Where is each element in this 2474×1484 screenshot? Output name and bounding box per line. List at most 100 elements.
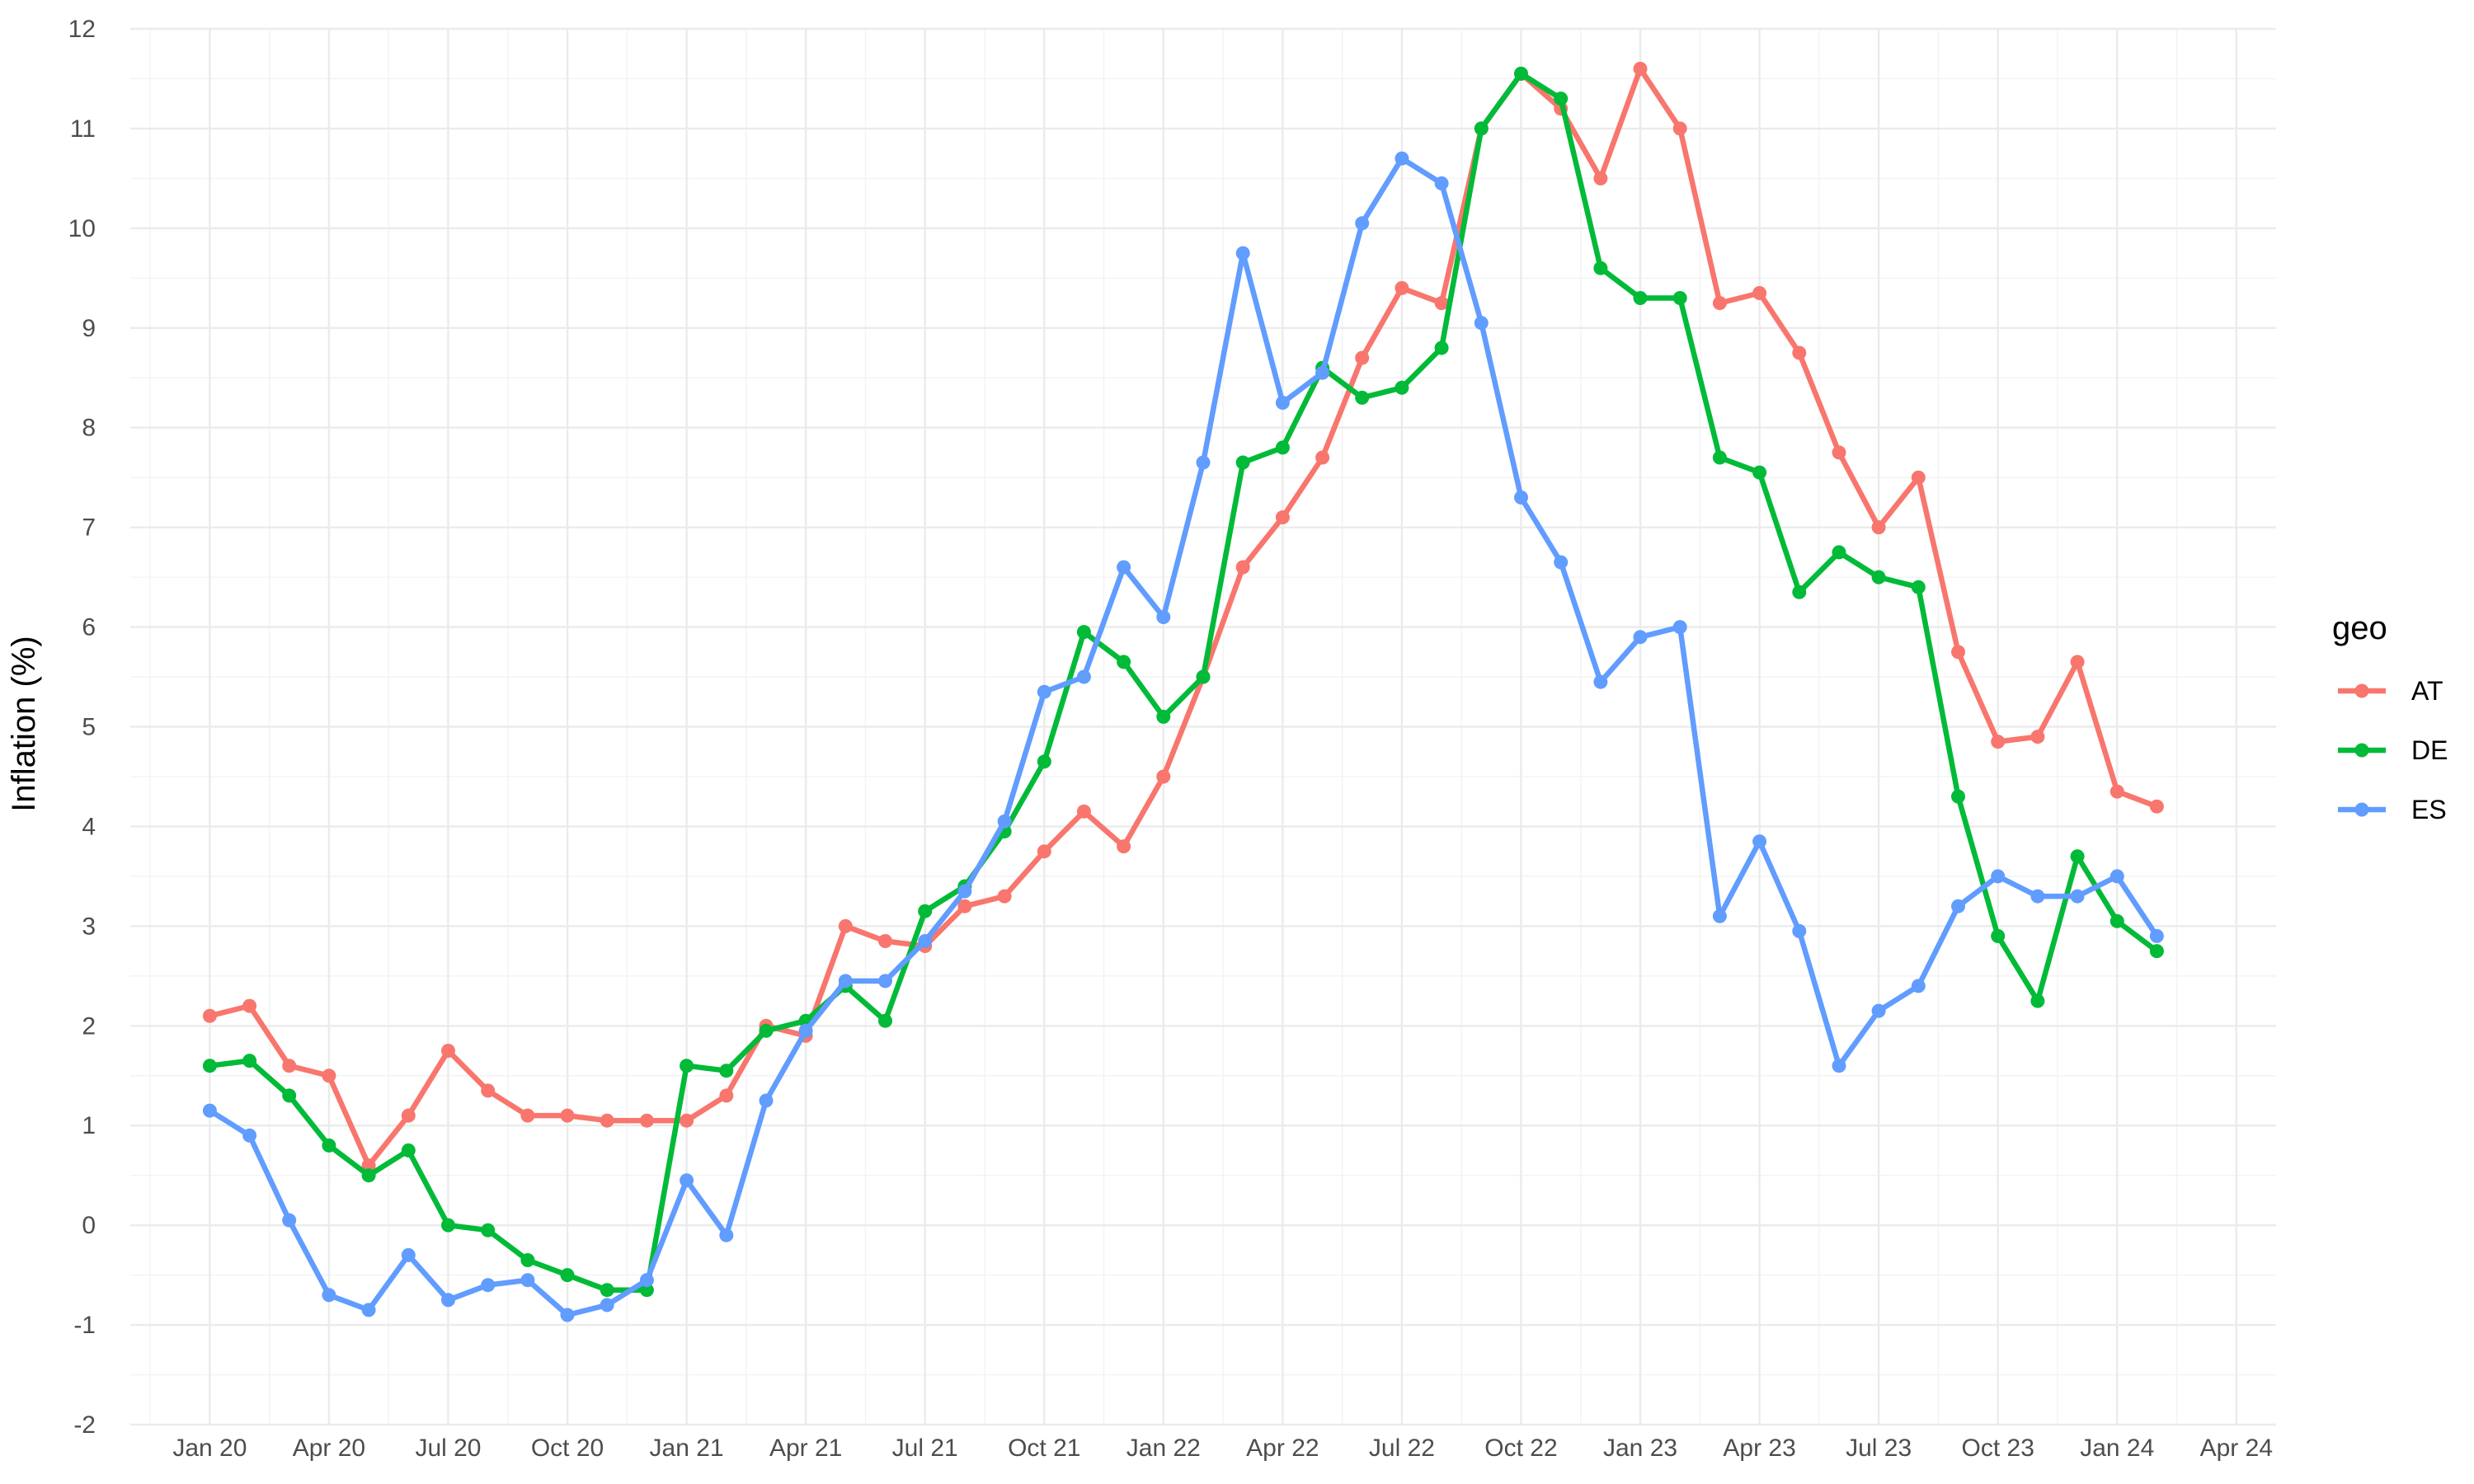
data-point-de (1951, 789, 1965, 804)
data-point-es (1076, 669, 1091, 684)
x-tick-label: Jan 22 (1126, 1435, 1201, 1462)
legend-key-point (2354, 683, 2369, 698)
y-tick-label: 7 (82, 514, 96, 542)
data-point-de (1037, 754, 1051, 769)
data-point-de (1474, 121, 1489, 136)
data-point-es (361, 1303, 376, 1317)
data-point-at (600, 1113, 614, 1128)
x-tick-label: Jul 21 (892, 1435, 958, 1462)
legend-items: AT DE ES (2338, 676, 2448, 824)
data-point-es (2030, 889, 2045, 904)
data-point-at (1395, 280, 1409, 295)
legend-label: ES (2411, 795, 2447, 824)
data-point-es (878, 974, 892, 989)
data-point-de (1633, 291, 1648, 305)
data-point-at (997, 889, 1012, 904)
x-tick-label: Oct 22 (1484, 1435, 1557, 1462)
x-tick-label: Jan 20 (172, 1435, 247, 1462)
data-point-de (1196, 669, 1211, 684)
y-tick-label: 11 (70, 115, 96, 143)
legend-label: DE (2411, 735, 2448, 765)
data-point-de (1355, 390, 1370, 405)
data-point-de (322, 1138, 336, 1153)
data-point-es (2109, 869, 2124, 884)
data-point-at (1633, 61, 1648, 76)
data-point-es (1911, 979, 1926, 993)
y-tick-label: 6 (82, 614, 96, 641)
data-point-de (1752, 465, 1767, 480)
major-gridlines (130, 27, 2276, 1426)
x-tick-label: Oct 21 (1008, 1435, 1080, 1462)
data-point-at (1991, 735, 2006, 749)
data-point-de (2070, 849, 2085, 864)
data-point-es (1752, 834, 1767, 849)
series-line-es (207, 155, 2160, 1318)
y-tick-label: -2 (73, 1411, 96, 1439)
data-point-de (401, 1143, 416, 1158)
data-point-es (1672, 620, 1687, 635)
data-point-at (1315, 450, 1330, 465)
data-point-at (2109, 784, 2124, 799)
y-tick-label: 5 (82, 714, 96, 741)
data-point-es (401, 1247, 416, 1262)
y-tick-label: 2 (82, 1012, 96, 1040)
data-point-de (481, 1223, 496, 1237)
legend-label: AT (2411, 676, 2443, 706)
legend-key-point (2354, 802, 2369, 817)
legend-item-de: DE (2338, 735, 2448, 765)
data-point-es (798, 1023, 813, 1038)
data-point-de (1275, 440, 1290, 455)
data-point-at (1275, 510, 1290, 524)
data-point-es (759, 1093, 774, 1108)
data-point-at (1593, 171, 1608, 186)
data-point-es (1355, 216, 1370, 231)
data-point-es (1196, 455, 1211, 470)
data-point-es (1712, 909, 1727, 923)
data-point-es (1832, 1059, 1846, 1073)
data-point-es (600, 1298, 614, 1313)
data-point-es (322, 1288, 336, 1303)
data-point-es (1951, 899, 1965, 913)
data-point-at (1156, 769, 1171, 784)
data-point-es (1514, 490, 1528, 505)
data-point-es (1991, 869, 2006, 884)
x-tick-label: Apr 22 (1246, 1435, 1319, 1462)
data-point-at (1076, 804, 1091, 819)
data-point-de (441, 1218, 455, 1233)
data-point-at (202, 1008, 217, 1023)
data-point-de (520, 1253, 535, 1267)
data-point-es (1037, 684, 1051, 699)
data-point-de (639, 1283, 654, 1298)
data-point-de (680, 1059, 694, 1073)
data-point-de (1235, 455, 1250, 470)
data-point-es (1395, 151, 1409, 166)
data-point-de (2030, 993, 2045, 1008)
data-point-at (1712, 296, 1727, 311)
data-point-de (1712, 450, 1727, 465)
data-point-de (600, 1283, 614, 1298)
data-point-es (520, 1273, 535, 1288)
data-point-es (1434, 176, 1449, 190)
x-tick-label: Jul 23 (1846, 1435, 1912, 1462)
data-point-es (1235, 246, 1250, 261)
x-tick-label: Apr 24 (2200, 1435, 2273, 1462)
data-point-at (2070, 655, 2085, 669)
data-point-de (2149, 944, 2164, 959)
y-tick-label: 8 (82, 415, 96, 442)
data-point-at (1832, 445, 1846, 460)
data-point-es (1474, 316, 1489, 331)
data-point-de (1156, 709, 1171, 724)
y-tick-label: 1 (82, 1112, 96, 1139)
data-point-de (361, 1168, 376, 1183)
data-point-de (1076, 625, 1091, 640)
data-point-at (2149, 799, 2164, 814)
data-point-at (1951, 645, 1965, 660)
data-point-at (560, 1108, 575, 1123)
data-point-de (1554, 92, 1569, 106)
y-tick-label: 3 (82, 913, 96, 940)
x-tick-label: Jan 21 (650, 1435, 724, 1462)
y-tick-label: 12 (68, 16, 96, 43)
data-point-es (719, 1228, 734, 1242)
